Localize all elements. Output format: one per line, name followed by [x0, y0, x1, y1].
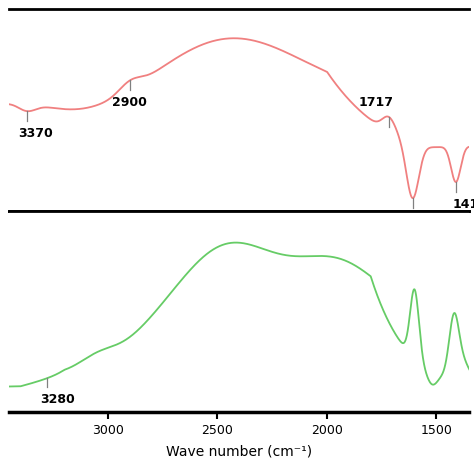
Text: 3370: 3370 — [18, 127, 53, 140]
Text: 2900: 2900 — [112, 96, 147, 109]
Text: 3280: 3280 — [40, 393, 75, 406]
Text: 1717: 1717 — [358, 96, 393, 109]
Text: 1411: 1411 — [453, 198, 474, 211]
X-axis label: Wave number (cm⁻¹): Wave number (cm⁻¹) — [166, 444, 312, 458]
Text: 1609: 1609 — [393, 214, 428, 227]
